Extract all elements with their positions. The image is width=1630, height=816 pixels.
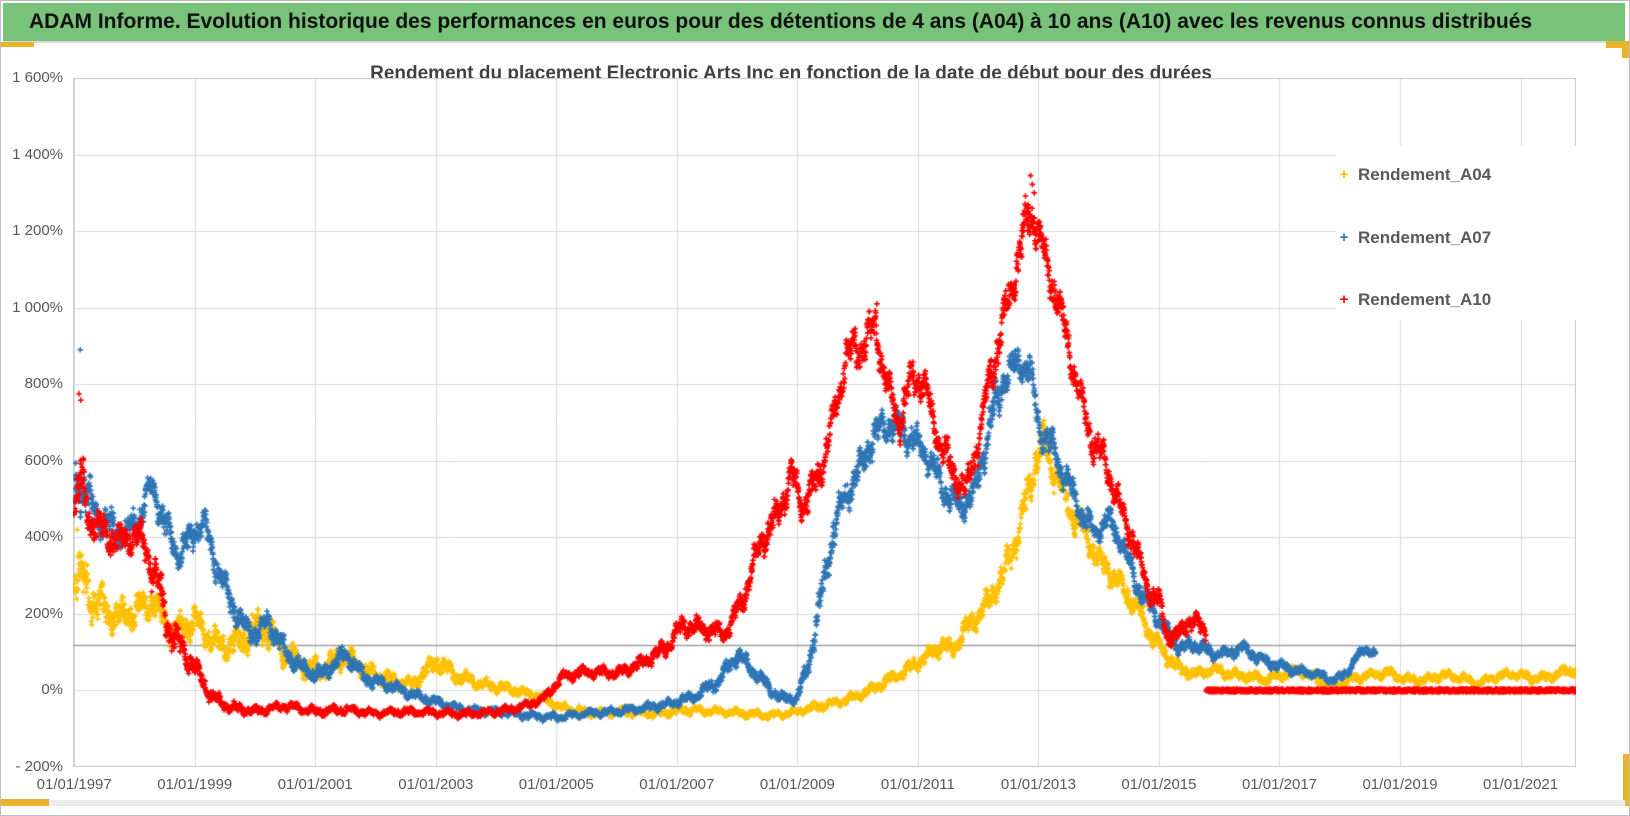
y-tick-label: 200% <box>24 604 63 622</box>
report-header-bar: ADAM Informe. Evolution historique des p… <box>3 3 1625 43</box>
accent-strip-top-left <box>1 42 34 47</box>
report-title: ADAM Informe. Evolution historique des p… <box>29 10 1533 33</box>
accent-corner-top-right-v <box>1622 41 1629 58</box>
y-tick-label: 1 600% <box>12 69 63 86</box>
scatter-plot-area[interactable] <box>73 78 1576 767</box>
y-tick-label: 800% <box>24 375 63 393</box>
x-tick-label: 01/01/2017 <box>1241 776 1318 793</box>
x-tick-label: 01/01/2005 <box>518 776 594 793</box>
x-tick-label: 01/01/2021 <box>1483 776 1559 793</box>
y-tick-label: - 200% <box>15 758 63 775</box>
accent-corner-top-right <box>1606 41 1629 48</box>
x-tick-label: 01/01/1999 <box>157 776 233 793</box>
bottom-scroll-strip[interactable] <box>49 800 1625 806</box>
y-tick-label: 400% <box>24 528 63 546</box>
y-tick-label: 0% <box>41 681 63 699</box>
legend-item-rendement_a10[interactable]: + Rendement_A10 <box>1336 287 1588 313</box>
x-tick-label: 01/01/2009 <box>759 776 835 793</box>
x-tick-label: 01/01/2015 <box>1121 776 1197 793</box>
x-tick-label: 01/01/2001 <box>277 776 353 793</box>
y-tick-label: 600% <box>24 451 63 469</box>
legend-item-rendement_a04[interactable]: + Rendement_A04 <box>1336 162 1588 188</box>
legend-marker-icon: + <box>1339 228 1349 246</box>
chart-legend[interactable]: + Rendement_A04 + Rendement_A07 + Rendement_A… <box>1336 146 1588 320</box>
legend-label: Rendement_A10 <box>1358 290 1492 309</box>
x-tick-label: 01/01/2019 <box>1362 776 1438 793</box>
legend-item-rendement_a07[interactable]: + Rendement_A07 <box>1336 225 1588 251</box>
y-tick-label: 1 400% <box>12 145 63 163</box>
legend-marker-icon: + <box>1339 166 1349 183</box>
x-tick-label: 01/01/2011 <box>880 776 955 793</box>
x-tick-label: 01/01/1997 <box>36 776 112 793</box>
x-tick-label: 01/01/2007 <box>639 776 715 793</box>
legend-marker-icon: + <box>1339 291 1349 308</box>
accent-strip-bottom-right <box>1623 754 1629 806</box>
accent-strip-bottom-left <box>1 799 49 806</box>
legend-label: Rendement_A04 <box>1358 165 1492 184</box>
legend-label: Rendement_A07 <box>1358 227 1492 247</box>
x-tick-label: 01/01/2013 <box>1000 776 1076 793</box>
y-tick-label: 1 200% <box>12 222 63 240</box>
x-tick-label: 01/01/2003 <box>398 776 474 793</box>
y-tick-label: 1 000% <box>12 298 63 316</box>
